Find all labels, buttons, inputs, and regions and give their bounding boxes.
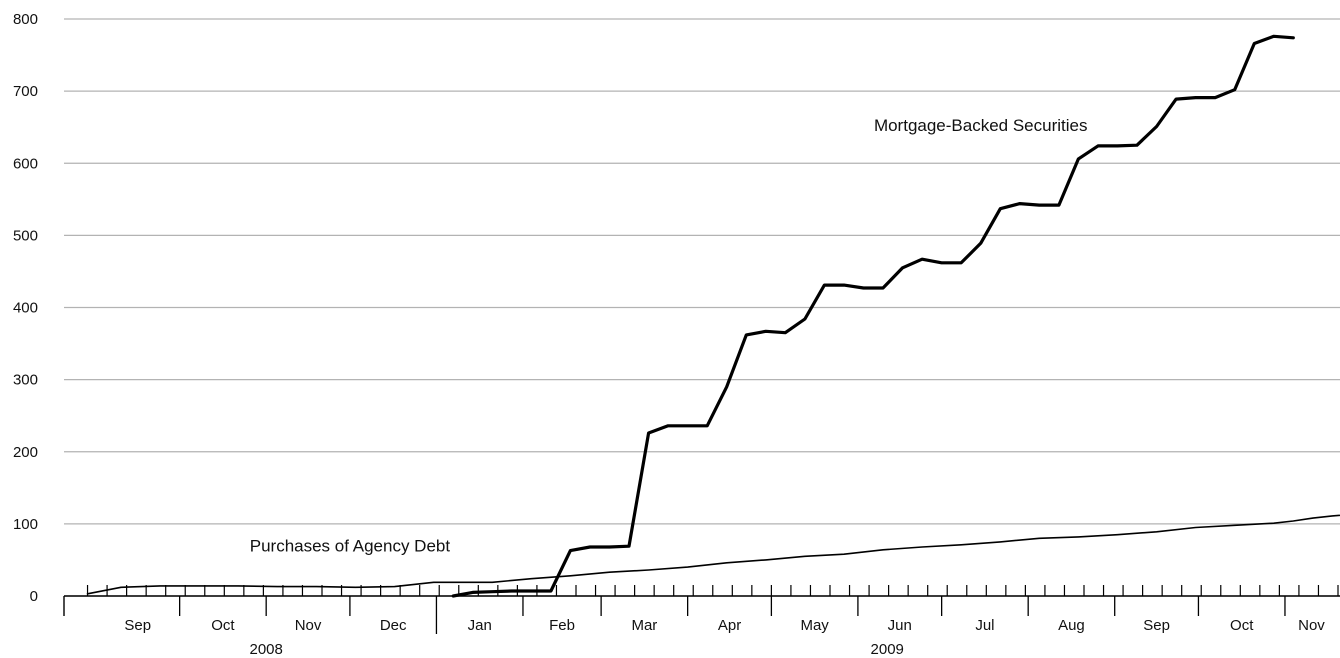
series-line-1: [86, 514, 1340, 595]
x-axis: Sep Oct Nov Dec Jan Feb Mar Apr May Jun Jul Aug Sep O…: [63, 585, 1340, 658]
y-tick-label-100: 100: [13, 516, 38, 533]
series-labels: Mortgage-Backed Securities Purchases of A…: [250, 116, 1088, 555]
x-year-label-2009: 2009: [871, 641, 904, 658]
series-label-1: Purchases of Agency Debt: [250, 536, 451, 555]
x-month-label-5: Feb: [549, 617, 575, 634]
x-month-label-6: Mar: [631, 617, 657, 634]
series-label-0: Mortgage-Backed Securities: [874, 116, 1088, 135]
y-tick-label-400: 400: [13, 300, 38, 317]
x-year-label-2008: 2008: [249, 641, 282, 658]
x-month-label-0: Sep: [124, 617, 151, 634]
grid: [64, 18, 1340, 597]
y-tick-label-800: 800: [13, 11, 38, 28]
y-axis-tick-labels: 0 100 200 300 400 500 600 700 800: [13, 11, 38, 605]
x-month-label-7: Apr: [718, 617, 741, 634]
x-month-label-14: Nov: [1298, 617, 1325, 634]
x-month-label-2: Nov: [295, 617, 322, 634]
y-tick-label-0: 0: [30, 588, 38, 605]
x-month-label-8: May: [800, 617, 829, 634]
x-month-label-12: Sep: [1143, 617, 1170, 634]
x-month-label-11: Aug: [1058, 617, 1085, 634]
x-month-label-1: Oct: [211, 617, 235, 634]
x-month-label-3: Dec: [380, 617, 407, 634]
x-month-label-10: Jul: [975, 617, 994, 634]
series-line-0: [451, 34, 1295, 598]
y-tick-label-700: 700: [13, 83, 38, 100]
series-lines: [86, 34, 1340, 598]
y-tick-label-500: 500: [13, 227, 38, 244]
y-tick-label-300: 300: [13, 372, 38, 389]
x-month-label-9: Jun: [888, 617, 912, 634]
y-tick-label-200: 200: [13, 444, 38, 461]
x-month-label-13: Oct: [1230, 617, 1254, 634]
x-month-label-4: Jan: [468, 617, 492, 634]
y-tick-label-600: 600: [13, 155, 38, 172]
